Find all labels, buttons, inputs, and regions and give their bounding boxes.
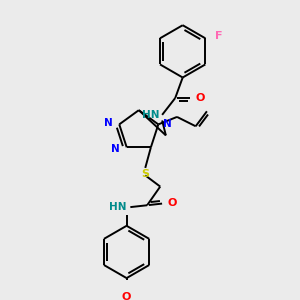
Text: N: N bbox=[104, 118, 113, 128]
Text: S: S bbox=[141, 169, 149, 179]
Text: N: N bbox=[163, 119, 172, 129]
Text: HN: HN bbox=[142, 110, 159, 120]
Text: F: F bbox=[215, 32, 222, 41]
Text: N: N bbox=[111, 144, 120, 154]
Text: O: O bbox=[168, 198, 177, 208]
Text: O: O bbox=[196, 93, 205, 103]
Text: O: O bbox=[122, 292, 131, 300]
Text: HN: HN bbox=[109, 202, 127, 212]
